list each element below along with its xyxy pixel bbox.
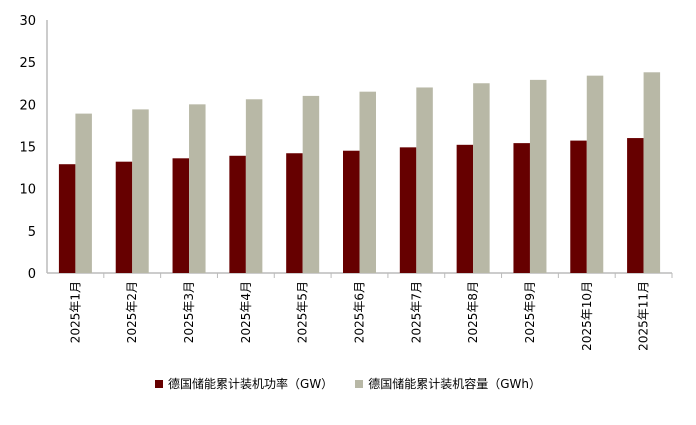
- bar-capacity: [245, 99, 263, 273]
- legend-swatch: [155, 379, 164, 388]
- bar-power: [343, 150, 360, 273]
- y-tick-label: 30: [19, 14, 36, 29]
- y-tick-label: 15: [19, 141, 36, 156]
- legend: 德国储能累计装机功率（GW） 德国储能累计装机容量（GWh）: [0, 375, 696, 392]
- x-tick-label: 2025年8月: [466, 281, 480, 343]
- bar-power: [229, 155, 246, 273]
- legend-label: 德国储能累计装机功率（GW）: [168, 377, 334, 391]
- x-tick-label: 2025年5月: [296, 281, 310, 343]
- x-tick-label: 2025年10月: [580, 281, 594, 351]
- bar-power: [115, 161, 133, 273]
- x-tick-label: 2025年4月: [239, 281, 253, 343]
- bar-capacity: [302, 95, 320, 274]
- bar-power: [172, 158, 190, 273]
- bar-capacity: [189, 104, 206, 273]
- bar-capacity: [416, 87, 433, 273]
- bar-capacity: [75, 113, 92, 273]
- x-tick-label: 2025年7月: [409, 281, 423, 343]
- bar-capacity: [586, 75, 604, 273]
- x-tick-label: 2025年6月: [353, 281, 367, 343]
- y-tick-label: 0: [28, 267, 36, 282]
- legend-item-capacity: 德国储能累计装机容量（GWh）: [355, 375, 541, 392]
- bar-power: [627, 138, 644, 273]
- legend-item-power: 德国储能累计装机功率（GW）: [155, 375, 333, 392]
- bar-power: [570, 140, 587, 273]
- x-tick-label: 2025年9月: [523, 281, 537, 343]
- x-tick-label: 2025年1月: [68, 281, 82, 343]
- bar-capacity: [132, 109, 149, 273]
- bar-capacity: [529, 79, 547, 273]
- bar-power: [399, 147, 417, 273]
- y-tick-label: 25: [19, 56, 36, 71]
- bar-capacity: [643, 72, 661, 273]
- legend-swatch: [355, 379, 364, 388]
- y-tick-label: 10: [19, 183, 36, 198]
- bar-chart: 0 5 10 15 20 25 30 2025年1月 2025年2月 2025年3月 2025年4月…: [19, 14, 673, 351]
- y-tick-label: 5: [28, 225, 36, 240]
- bar-power: [58, 164, 76, 273]
- x-tick-label: 2025年2月: [125, 281, 139, 343]
- bar-capacity: [359, 91, 376, 273]
- bar-capacity: [473, 83, 490, 273]
- x-tick-label: 2025年11月: [637, 281, 651, 351]
- legend-label: 德国储能累计装机容量（GWh）: [368, 377, 541, 391]
- x-tick-label: 2025年3月: [182, 281, 196, 343]
- y-tick-label: 20: [19, 98, 36, 113]
- bar-power: [513, 143, 530, 273]
- bar-power: [286, 153, 303, 273]
- bar-power: [456, 144, 474, 273]
